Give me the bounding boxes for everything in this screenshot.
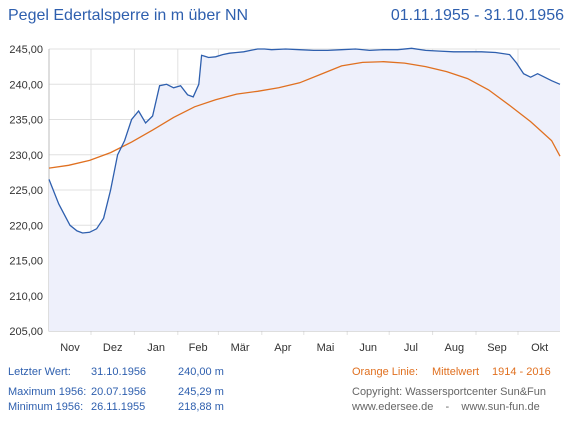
y-tick-label: 220,00 <box>9 220 43 232</box>
copyright-text: Copyright: Wassersportcenter Sun&Fun <box>352 386 547 398</box>
last-value-amount: 240,00 m <box>178 366 224 378</box>
y-tick-label: 235,00 <box>9 115 43 127</box>
min-value-label: Minimum 1956: <box>8 401 84 413</box>
legend-label: Orange Linie: <box>352 366 419 378</box>
website-links: www.edersee.de - www.sun-fun.de <box>352 401 540 413</box>
y-tick-label: 245,00 <box>9 44 43 56</box>
min-value-date: 26.11.1955 <box>91 401 146 413</box>
x-tick-label: Jan <box>147 342 165 354</box>
x-tick-label: Mär <box>231 342 250 354</box>
min-value-amount: 218,88 m <box>178 401 224 413</box>
max-value-label: Maximum 1956: <box>8 386 87 398</box>
y-tick-label: 205,00 <box>9 326 43 338</box>
x-tick-label: Feb <box>189 342 208 354</box>
max-value-amount: 245,29 m <box>178 386 224 398</box>
x-tick-label: Nov <box>60 342 80 354</box>
chart-title: Pegel Edertalsperre in m über NN <box>8 7 249 24</box>
level-fill-area <box>49 48 560 332</box>
x-tick-label: Sep <box>487 342 507 354</box>
level-series-line <box>48 47 561 234</box>
legend-years: 1914 - 2016 <box>492 366 551 378</box>
y-tick-label: 215,00 <box>9 256 43 268</box>
legend-text: Mittelwert <box>432 366 480 378</box>
x-tick-label: Dez <box>103 342 123 354</box>
y-tick-label: 225,00 <box>9 185 43 197</box>
x-tick-label: Mai <box>317 342 335 354</box>
y-tick-label: 240,00 <box>9 79 43 91</box>
x-tick-label: Jul <box>404 342 418 354</box>
y-tick-label: 230,00 <box>9 150 43 162</box>
y-tick-label: 210,00 <box>9 291 43 303</box>
mean-series-line <box>48 61 561 169</box>
chart-area: 205,00 210,00 215,00 220,00 225,00 230,00 235,… <box>9 44 561 354</box>
date-range: 01.11.1955 - 31.10.1956 <box>390 7 564 24</box>
x-tick-label: Apr <box>274 342 291 354</box>
last-value-date: 31.10.1956 <box>91 366 147 378</box>
x-tick-label: Jun <box>359 342 377 354</box>
x-tick-label: Aug <box>445 342 465 354</box>
last-value-label: Letzter Wert: <box>8 366 71 378</box>
max-value-date: 20.07.1956 <box>91 386 147 398</box>
x-tick-label: Okt <box>531 342 548 354</box>
